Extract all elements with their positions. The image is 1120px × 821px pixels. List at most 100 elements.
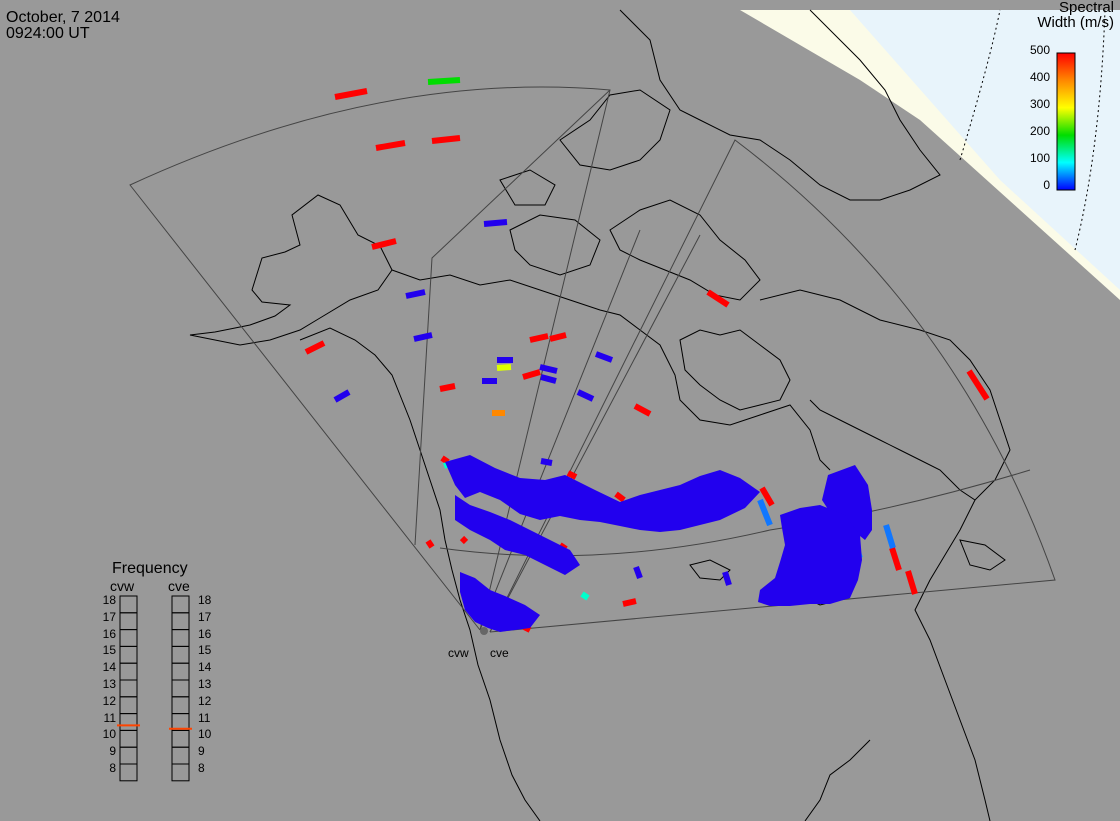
frequency-scale-label: 9 — [109, 744, 116, 759]
echo-blue — [576, 389, 595, 402]
frequency-radar-label: cvw — [110, 578, 135, 594]
frequency-cell — [119, 662, 138, 681]
frequency-scale-label: 11 — [103, 710, 116, 725]
colorbar-title-line1: Spectral — [1058, 0, 1114, 16]
coastline-atlantic — [914, 499, 991, 821]
echo-red — [633, 403, 652, 417]
frequency-radar-label: cve — [168, 578, 190, 594]
band-segment — [822, 465, 872, 540]
echo-red — [425, 539, 435, 549]
frequency-scale-label: 16 — [198, 626, 212, 641]
echo-red — [905, 570, 918, 595]
coastline-victoria-island — [509, 214, 601, 276]
map-date: October, 7 2014 — [6, 9, 120, 26]
radar-site-label: cve — [490, 646, 509, 660]
frequency-cell — [119, 713, 138, 731]
echo-blue — [539, 364, 558, 374]
echo-red — [371, 238, 397, 250]
echo-blue — [540, 458, 553, 466]
fov-divider-1 — [414, 89, 611, 546]
frequency-scale-label: 18 — [198, 593, 212, 607]
frequency-scale-label: 17 — [198, 609, 212, 624]
frequency-scale-label: 9 — [198, 744, 205, 759]
coastline-arctic-mainland — [391, 269, 831, 471]
frequency-scale-label: 18 — [102, 593, 116, 607]
echo-red — [431, 135, 461, 144]
echo-red — [966, 369, 990, 401]
coastline-nova-scotia — [959, 539, 1006, 571]
echo-red — [622, 598, 637, 607]
frequency-cell — [171, 662, 190, 681]
frequency-cell — [171, 729, 190, 748]
echo-green — [427, 77, 461, 85]
frequency-cell — [119, 746, 138, 765]
echo-blue — [633, 565, 643, 580]
echo-blue — [405, 289, 426, 299]
colorbar-tick: 500 — [1029, 43, 1050, 57]
echo-red — [706, 289, 730, 308]
echo-blue — [333, 389, 351, 403]
frequency-scale-label: 11 — [198, 710, 211, 725]
frequency-cell — [171, 629, 190, 647]
echo-red — [529, 333, 549, 343]
frequency-cell — [171, 696, 190, 715]
frequency-cell — [171, 746, 190, 765]
echo-red — [889, 547, 902, 571]
frequency-cell — [171, 763, 190, 782]
coastline-greenland — [619, 9, 941, 201]
frequency-scale-label: 10 — [198, 727, 212, 742]
echo-lightblue — [883, 524, 896, 549]
colorbar-gradient — [1056, 52, 1076, 191]
echo-red — [759, 486, 775, 507]
echo-blue — [483, 219, 508, 227]
band-segment — [455, 495, 580, 575]
colorbar — [1056, 52, 1076, 191]
echo-red — [334, 88, 368, 100]
frequency-cell — [119, 612, 138, 631]
frequency-scale-label: 15 — [198, 643, 212, 658]
fov-cve-boundary — [489, 139, 1056, 633]
echo-blue — [722, 571, 732, 586]
frequency-scale-label: 13 — [102, 677, 116, 691]
echo-blue — [594, 351, 614, 363]
echo-red — [459, 535, 469, 545]
colorbar-tick: 400 — [1029, 70, 1050, 84]
frequency-scale-label: 10 — [102, 727, 116, 742]
colorbar-tick: 300 — [1029, 97, 1050, 111]
frequency-cell — [119, 679, 138, 698]
frequency-scale-label: 14 — [198, 660, 212, 675]
echo-red — [614, 491, 626, 503]
frequency-cell — [119, 629, 138, 647]
map-time: 0924:00 UT — [6, 25, 90, 42]
fov-divider-3 — [489, 234, 701, 633]
frequency-scale-label: 12 — [198, 693, 212, 708]
fov-cvw-boundary — [129, 86, 611, 631]
scatter-echoes-blue — [333, 219, 732, 586]
echo-red — [304, 340, 326, 355]
frequency-scale-label: 16 — [102, 626, 116, 641]
frequency-cell — [119, 595, 138, 614]
frequency-cell — [171, 612, 190, 631]
frequency-scale-label: 8 — [198, 761, 205, 775]
echo-red — [439, 383, 456, 392]
radar-site-label: cvw — [448, 646, 469, 660]
frequency-scale-label: 13 — [198, 677, 212, 691]
echo-blue — [413, 332, 433, 342]
colorbar-tick: 200 — [1029, 124, 1050, 138]
frequency-cell — [119, 696, 138, 715]
echo-red — [375, 140, 406, 151]
coastline-baffin-island — [609, 199, 761, 301]
polar-region — [850, 10, 1120, 290]
frequency-cell — [119, 763, 138, 782]
echo-red — [566, 470, 578, 480]
frequency-scale-label: 17 — [102, 609, 116, 624]
coastline-hudson-bay — [679, 329, 791, 411]
frequency-scale-label: 12 — [102, 693, 116, 708]
backscatter-band-north — [445, 455, 872, 632]
echo-lightblue — [757, 498, 773, 527]
colorbar-title-line2: Width (m/s) — [1037, 14, 1114, 31]
band-segment — [758, 505, 862, 606]
